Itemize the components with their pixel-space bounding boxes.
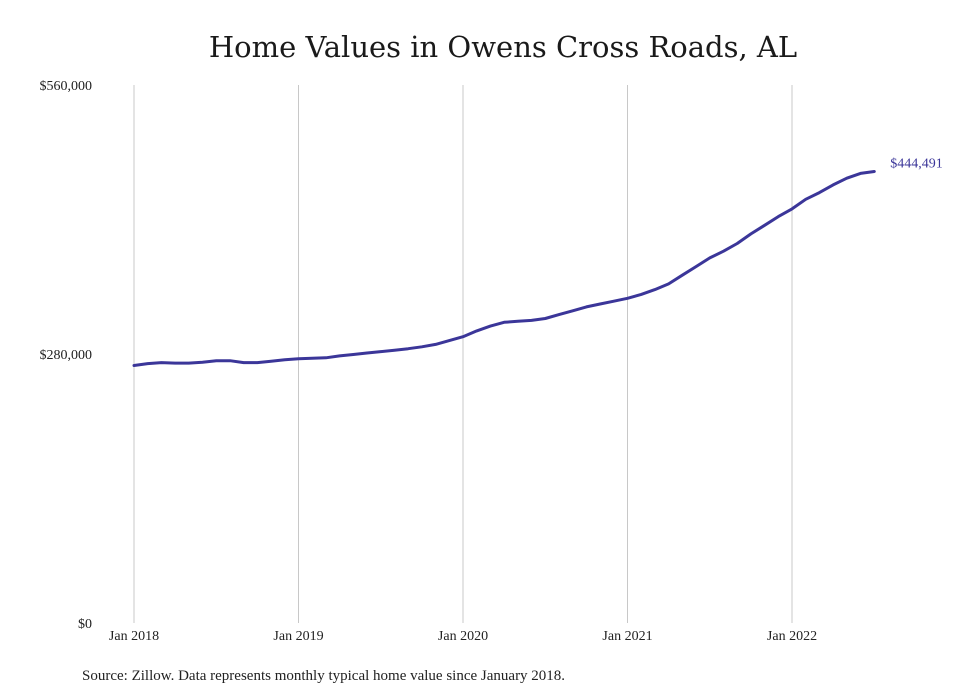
x-tick-label: Jan 2021 [602,629,652,644]
y-tick-label: $0 [78,617,92,632]
y-tick-label: $280,000 [40,348,93,363]
x-tick-label: Jan 2020 [438,629,488,644]
source-note: Source: Zillow. Data represents monthly … [82,668,566,684]
end-value-label: $444,491 [890,156,943,171]
x-tick-label: Jan 2019 [273,629,323,644]
x-tick-label: Jan 2022 [767,629,817,644]
chart-title: Home Values in Owens Cross Roads, AL [208,30,798,64]
y-tick-label: $560,000 [40,79,93,94]
series-line [132,170,876,367]
x-tick-label: Jan 2018 [109,629,159,644]
